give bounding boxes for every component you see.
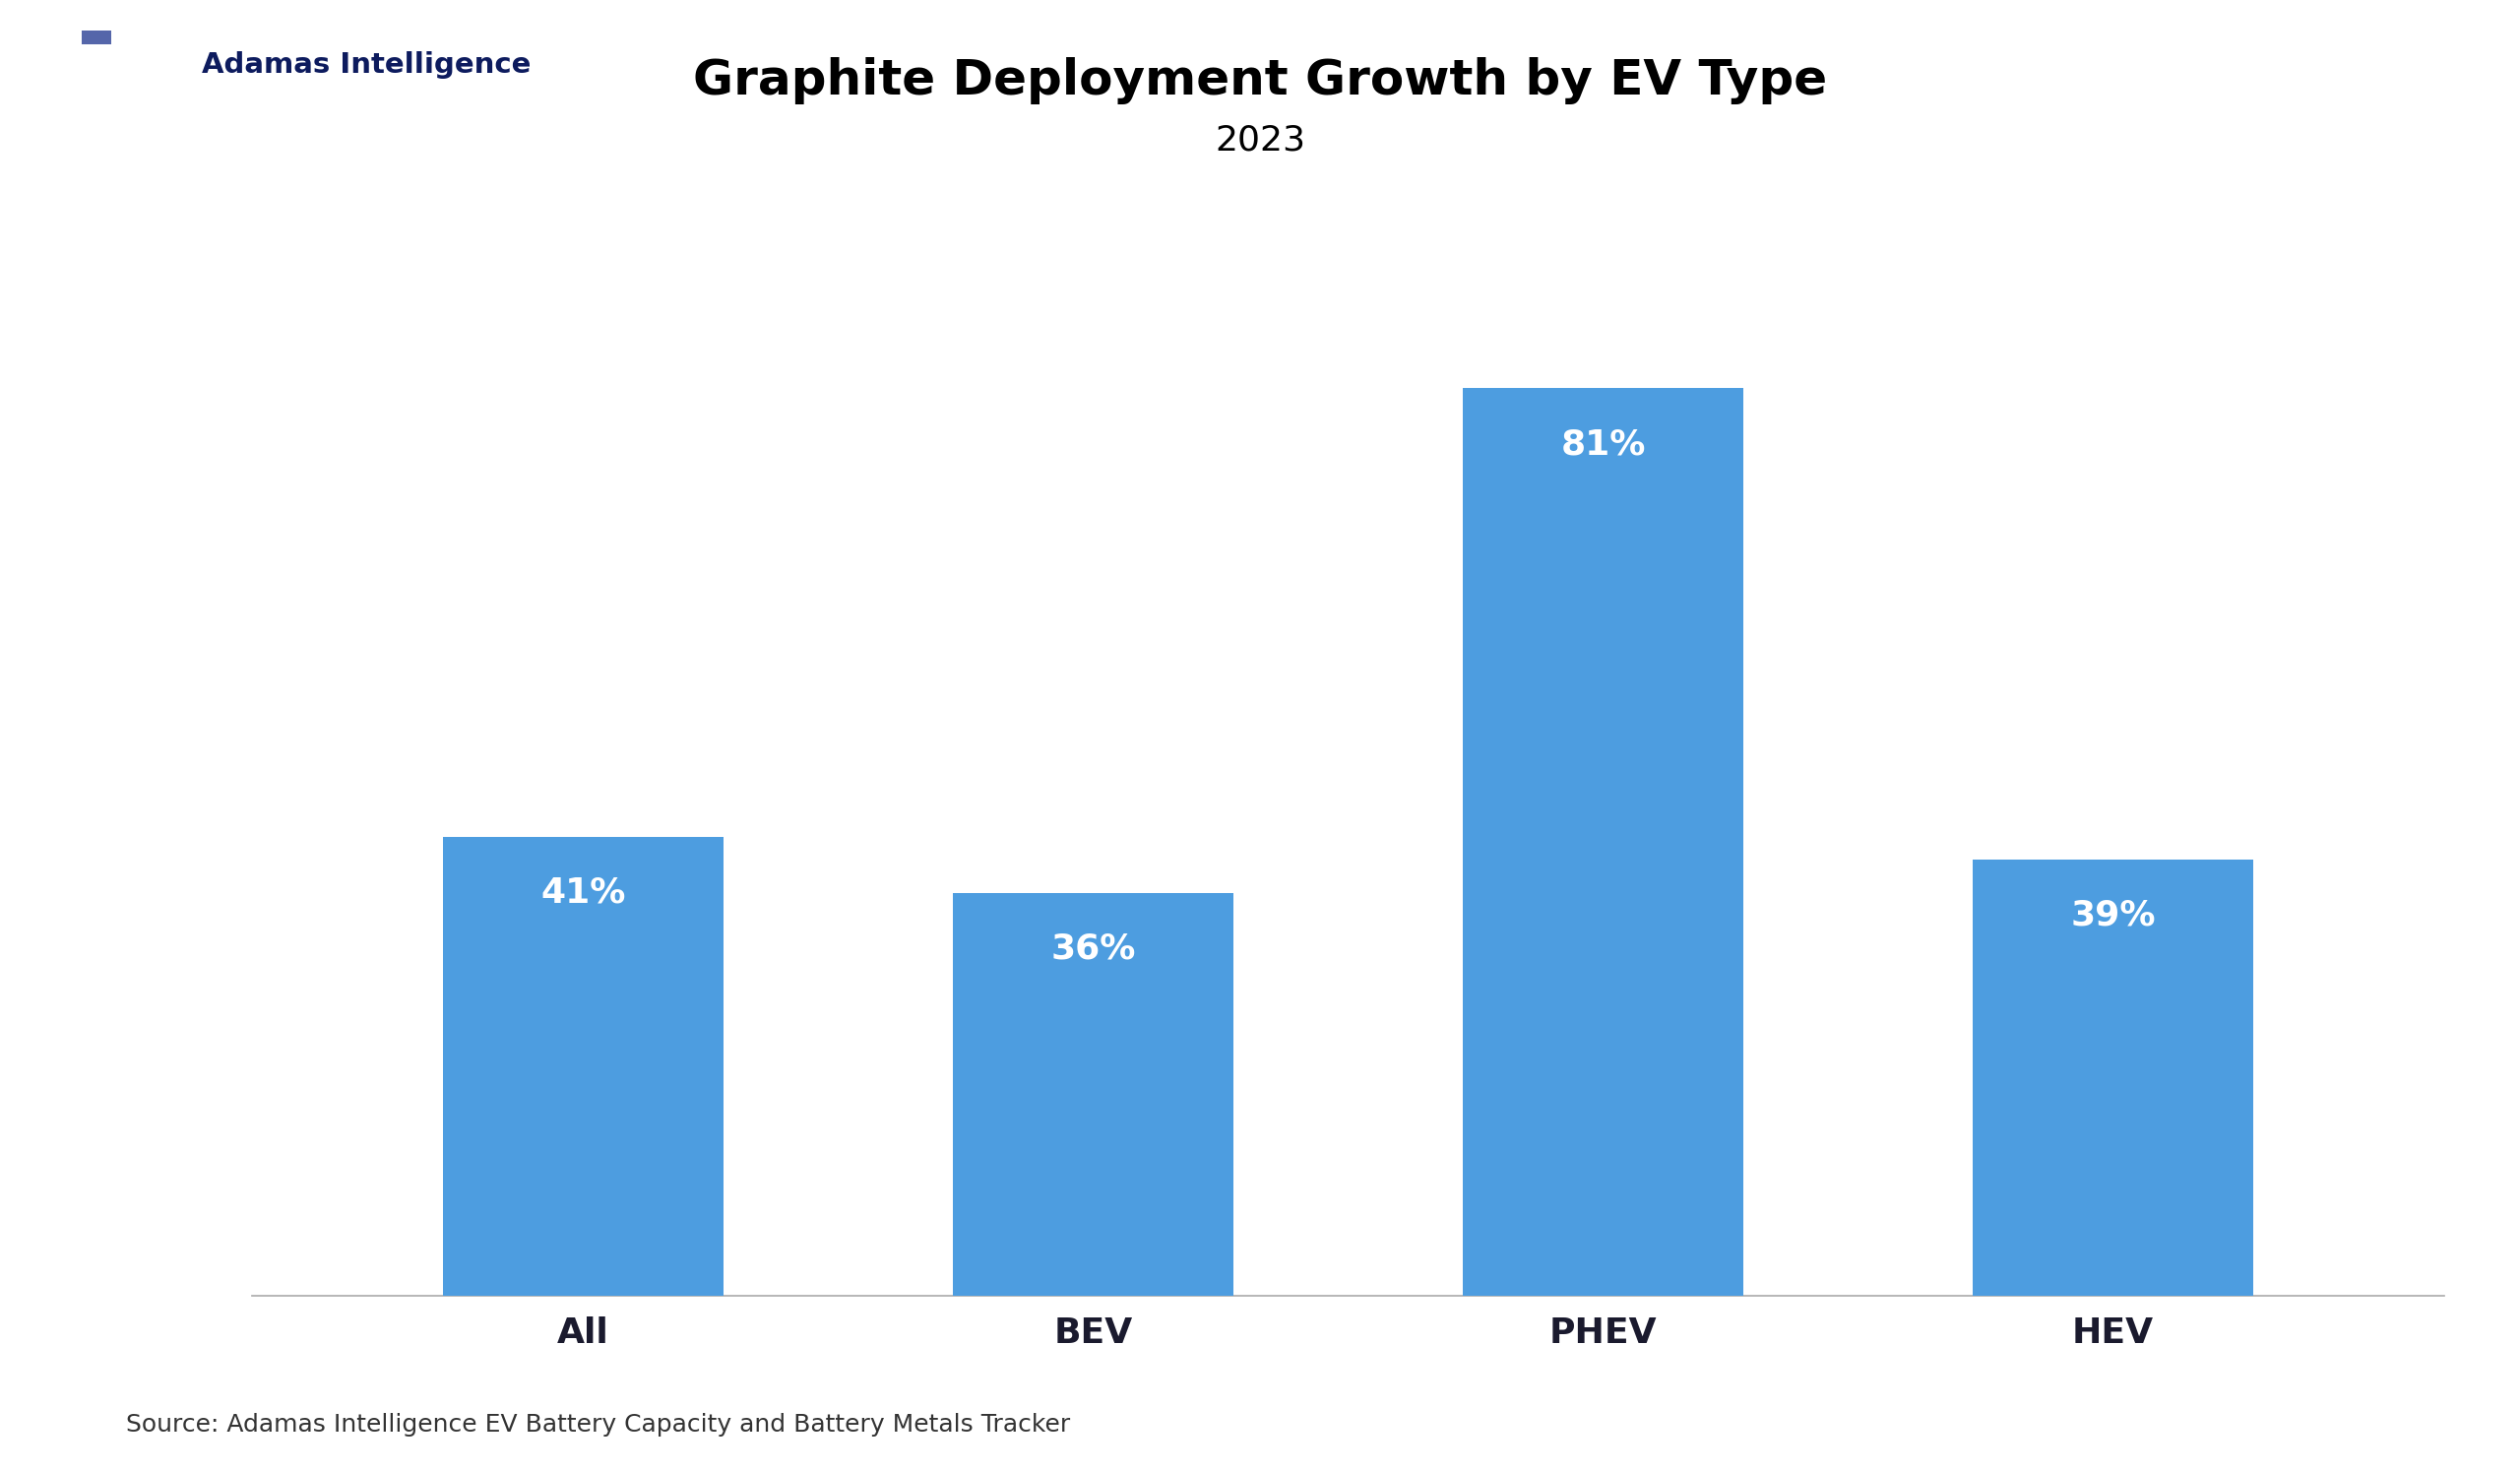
Text: Graphite Deployment Growth by EV Type: Graphite Deployment Growth by EV Type bbox=[693, 57, 1827, 105]
Text: Source: Adamas Intelligence EV Battery Capacity and Battery Metals Tracker: Source: Adamas Intelligence EV Battery C… bbox=[126, 1413, 1071, 1436]
Bar bbox=[1973, 859, 2253, 1296]
Bar bbox=[1464, 389, 1744, 1296]
Bar bbox=[83, 29, 111, 44]
Bar bbox=[444, 837, 723, 1296]
Text: 39%: 39% bbox=[2071, 899, 2155, 932]
Text: 81%: 81% bbox=[1560, 427, 1646, 461]
Text: 41%: 41% bbox=[542, 876, 625, 909]
Bar bbox=[953, 893, 1232, 1296]
Text: 36%: 36% bbox=[1051, 932, 1137, 965]
Text: Ai: Ai bbox=[113, 62, 144, 90]
Text: Adamas Intelligence: Adamas Intelligence bbox=[202, 52, 532, 78]
Text: 2023: 2023 bbox=[1215, 124, 1305, 156]
